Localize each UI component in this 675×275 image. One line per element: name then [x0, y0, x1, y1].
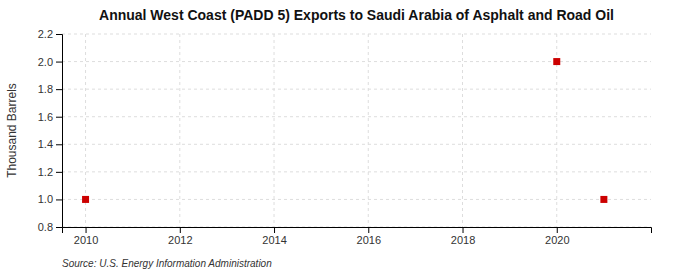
title: Annual West Coast (PADD 5) Exports to Sa… [99, 7, 614, 23]
y-tick: 2.0 [38, 56, 62, 68]
y-tick: 1.8 [38, 83, 62, 95]
x-tick: 2016 [357, 227, 381, 246]
x-tick-label: 2012 [168, 234, 192, 246]
points [82, 58, 607, 203]
y-tick: 1.4 [38, 138, 62, 150]
x-axis-line [63, 228, 652, 234]
y-tick-mark [56, 117, 62, 118]
y-tick-mark [56, 34, 62, 35]
point [553, 58, 560, 65]
y-tick: 1.2 [38, 166, 62, 178]
y-tick: 1.6 [38, 111, 62, 123]
y-tick-mark [56, 172, 62, 173]
y-tick-label: 1.8 [38, 83, 53, 95]
y-tick-mark [56, 227, 62, 228]
x-tick-label: 2018 [451, 234, 475, 246]
plot: 2010 2012 2014 2016 2018 2020 0.8 1.0 1.2 1.4 1.6 1… [38, 28, 652, 246]
grid-line [274, 34, 275, 227]
x-tick-mark [86, 227, 87, 233]
grid-line [62, 144, 651, 145]
y-axis: 0.8 1.0 1.2 1.4 1.6 1.8 2.0 2.2 [38, 28, 63, 233]
x-tick-mark [180, 227, 181, 233]
x-tick: 2014 [262, 227, 286, 246]
x-tick: 2012 [168, 227, 192, 246]
grid-line [462, 34, 463, 227]
grid-line [62, 34, 651, 35]
y-tick-label: 1.6 [38, 111, 53, 123]
x-tick-mark [557, 227, 558, 233]
grid-line [62, 171, 651, 172]
y-tick: 2.2 [38, 28, 62, 40]
grid-line [62, 116, 651, 117]
grid [62, 34, 651, 227]
y-tick-label: 1.0 [38, 193, 53, 205]
y-axis-line [56, 35, 63, 228]
point [82, 196, 89, 203]
x-tick: 2020 [545, 227, 569, 246]
x-tick-label: 2020 [545, 234, 569, 246]
y-tick-mark [56, 144, 62, 145]
y-tick-label: 1.2 [38, 166, 53, 178]
x-tick-label: 2010 [74, 234, 98, 246]
x-tick: 2010 [74, 227, 98, 246]
x-tick-mark [274, 227, 275, 233]
point [600, 196, 607, 203]
x-tick-label: 2016 [357, 234, 381, 246]
grid-line [179, 34, 180, 227]
y-tick-mark [56, 89, 62, 90]
source: Source: U.S. Energy Information Administ… [62, 258, 272, 269]
grid-line [62, 61, 651, 62]
y-tick-label: 2.0 [38, 56, 53, 68]
x-tick-mark [368, 227, 369, 233]
x-axis: 2010 2012 2014 2016 2018 2020 [63, 227, 652, 246]
y-tick-label: 0.8 [38, 221, 53, 233]
x-tick: 2018 [451, 227, 475, 246]
y-tick: 1.0 [38, 193, 62, 205]
grid-line [62, 199, 651, 200]
y-tick: 0.8 [38, 221, 62, 233]
grid-line [62, 89, 651, 90]
grid-line [368, 34, 369, 227]
y-tick-mark [56, 62, 62, 63]
y-tick-label: 1.4 [38, 138, 53, 150]
x-tick-label: 2014 [262, 234, 286, 246]
y-tick-mark [56, 199, 62, 200]
x-tick-mark [463, 227, 464, 233]
chart: Annual West Coast (PADD 5) Exports to Sa… [0, 0, 675, 275]
y-axis-title: Thousand Barrels [5, 83, 19, 178]
y-tick-label: 2.2 [38, 28, 53, 40]
